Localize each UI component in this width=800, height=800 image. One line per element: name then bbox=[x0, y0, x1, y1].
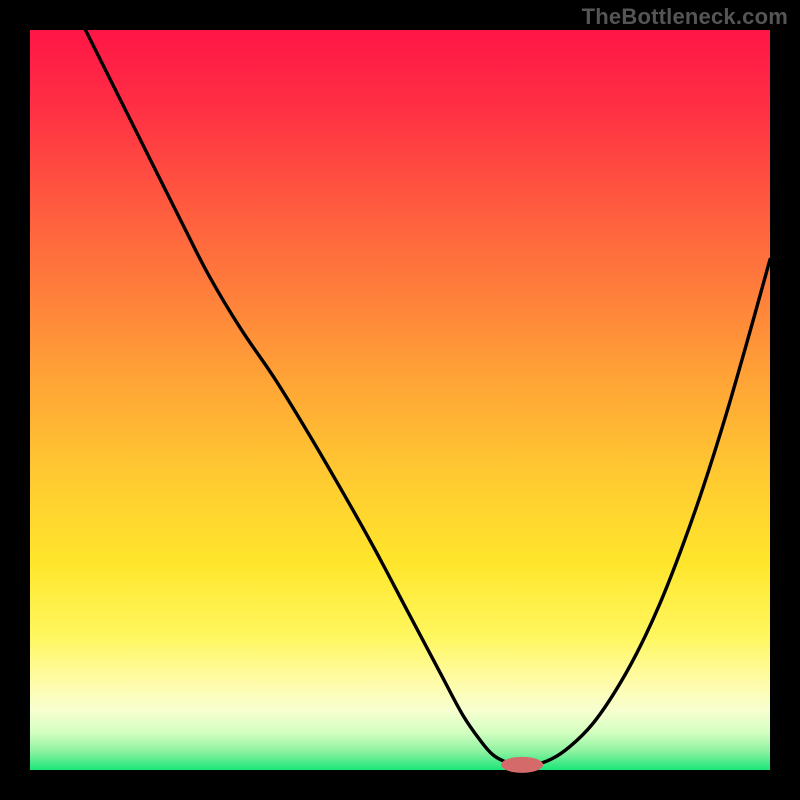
optimal-marker bbox=[501, 757, 543, 773]
watermark-text: TheBottleneck.com bbox=[582, 4, 788, 30]
chart-svg bbox=[0, 0, 800, 800]
chart-canvas: TheBottleneck.com bbox=[0, 0, 800, 800]
